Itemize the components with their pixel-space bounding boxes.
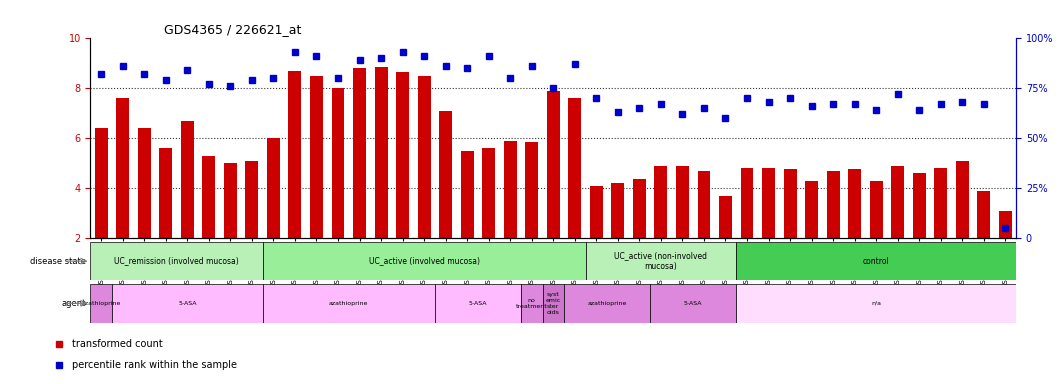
Bar: [181, 121, 194, 238]
Bar: [547, 91, 560, 238]
Bar: [676, 166, 688, 238]
Text: syst
emic
ster
oids: syst emic ster oids: [546, 292, 561, 314]
Text: UC_active (involved mucosa): UC_active (involved mucosa): [368, 257, 480, 266]
Bar: [589, 186, 603, 238]
Bar: [503, 141, 517, 238]
Bar: [999, 210, 1012, 238]
Bar: [482, 148, 495, 238]
FancyBboxPatch shape: [521, 284, 543, 323]
FancyBboxPatch shape: [435, 284, 521, 323]
Bar: [160, 148, 172, 238]
Bar: [612, 183, 625, 238]
Text: percentile rank within the sample: percentile rank within the sample: [72, 360, 237, 370]
FancyBboxPatch shape: [90, 242, 263, 280]
FancyBboxPatch shape: [736, 284, 1016, 323]
Bar: [418, 76, 431, 238]
Text: n/a: n/a: [871, 301, 881, 306]
FancyBboxPatch shape: [90, 284, 112, 323]
FancyBboxPatch shape: [585, 242, 736, 280]
FancyBboxPatch shape: [564, 284, 650, 323]
FancyBboxPatch shape: [263, 242, 585, 280]
Bar: [202, 156, 215, 238]
Text: no
treatment: no treatment: [516, 298, 548, 309]
Bar: [138, 128, 151, 238]
Bar: [934, 168, 947, 238]
Bar: [526, 142, 538, 238]
Bar: [246, 161, 259, 238]
Bar: [633, 179, 646, 238]
FancyBboxPatch shape: [543, 284, 564, 323]
Bar: [288, 71, 301, 238]
Bar: [332, 88, 345, 238]
Bar: [783, 169, 797, 238]
Bar: [805, 181, 818, 238]
Text: disease state: disease state: [30, 257, 86, 266]
Bar: [568, 98, 581, 238]
FancyBboxPatch shape: [112, 284, 263, 323]
Bar: [375, 67, 387, 238]
Bar: [396, 72, 409, 238]
Bar: [719, 195, 732, 238]
Bar: [869, 181, 883, 238]
Text: 5-ASA: 5-ASA: [178, 301, 197, 306]
Text: transformed count: transformed count: [72, 339, 163, 349]
Bar: [654, 166, 667, 238]
Text: UC_remission (involved mucosa): UC_remission (involved mucosa): [114, 257, 239, 266]
FancyBboxPatch shape: [263, 284, 435, 323]
Bar: [310, 76, 323, 238]
FancyBboxPatch shape: [650, 284, 736, 323]
Bar: [267, 138, 280, 238]
Text: 5-ASA: 5-ASA: [684, 301, 702, 306]
Bar: [827, 170, 839, 238]
Text: agent: agent: [62, 299, 86, 308]
Bar: [848, 169, 861, 238]
Bar: [353, 68, 366, 238]
Bar: [762, 168, 775, 238]
Bar: [461, 151, 473, 238]
Text: azathioprine: azathioprine: [587, 301, 627, 306]
Bar: [116, 98, 129, 238]
Text: UC_active (non-involved
mucosa): UC_active (non-involved mucosa): [614, 252, 708, 271]
Text: GDS4365 / 226621_at: GDS4365 / 226621_at: [165, 23, 302, 36]
Bar: [223, 163, 237, 238]
Text: azathioprine: azathioprine: [82, 301, 121, 306]
Bar: [741, 168, 753, 238]
Bar: [978, 190, 991, 238]
Text: 5-ASA: 5-ASA: [468, 301, 487, 306]
Bar: [698, 170, 711, 238]
FancyBboxPatch shape: [736, 242, 1016, 280]
Bar: [955, 161, 968, 238]
Bar: [913, 173, 926, 238]
Text: azathioprine: azathioprine: [329, 301, 368, 306]
Bar: [95, 128, 107, 238]
Bar: [892, 166, 904, 238]
Bar: [439, 111, 452, 238]
Text: control: control: [863, 257, 890, 266]
